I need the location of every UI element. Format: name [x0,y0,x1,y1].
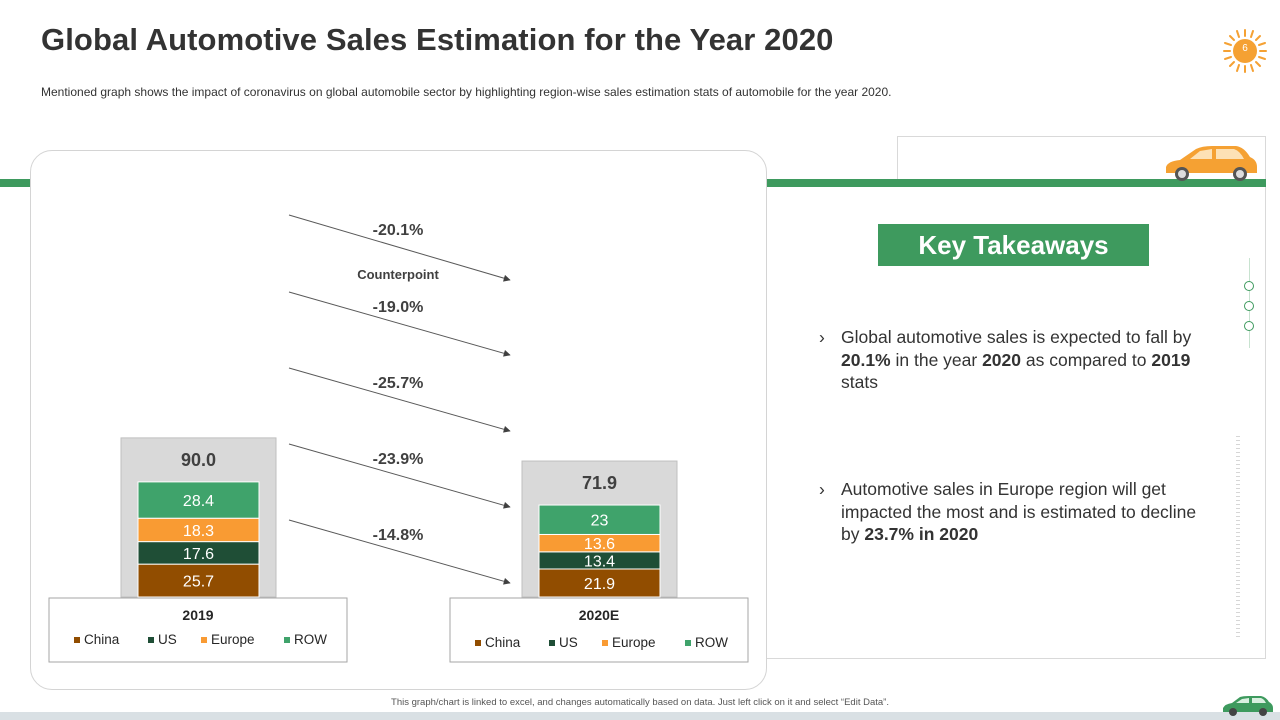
legend-label-china: China [485,635,521,650]
legend-swatch-us [148,637,154,643]
legend-swatch-europe [602,640,608,646]
footer-band [0,712,1280,720]
legend-swatch-europe [201,637,207,643]
legend-swatch-china [475,640,481,646]
change-label: -20.1% [373,222,424,239]
decorative-dot [1244,321,1254,331]
bar-value-label: 13.6 [584,536,615,553]
source-label: Counterpoint [357,267,439,282]
change-label: -25.7% [373,375,424,392]
sun-icon [1223,29,1267,73]
takeaway-text: Automotive sales in Europe region will g… [841,479,1197,544]
bar-value-label: 25.7 [183,574,214,591]
legend-box-2020E [449,597,749,663]
legend-label-row: ROW [695,635,728,650]
bar-value-label: 18.3 [183,523,214,540]
change-label: -14.8% [373,527,424,544]
page-number: 6 [1242,43,1248,54]
key-takeaways-header: Key Takeaways [878,224,1149,266]
legend-swatch-row [284,637,290,643]
takeaway-text: in the year [890,349,983,370]
change-arrow [288,214,511,282]
bar-value-label: 23 [591,513,609,530]
legend-label-europe: Europe [211,632,255,647]
takeaway-text-bold: 2019 [1151,349,1191,370]
footer-note: This graph/chart is linked to excel, and… [391,697,889,708]
legend-label-row: ROW [294,632,327,647]
legend-label-us: US [559,635,578,650]
bar-china-2020E [538,568,661,598]
takeaway-text: as compared to [1021,349,1152,370]
takeaway-item: › Automotive sales in Europe region will… [819,478,1199,546]
legend-label-europe: Europe [612,635,656,650]
footer-car-icon [1223,696,1273,716]
takeaway-text: Global automotive sales is expected to f… [841,327,1192,347]
total-label-2019: 90.0 [181,450,216,470]
takeaway-text-bold: 2020 [982,349,1022,370]
legend-label-china: China [84,632,120,647]
legend-label-us: US [158,632,177,647]
bar-row-2019 [137,481,260,519]
bar-value-label: 21.9 [584,576,615,593]
decorative-dot [1244,301,1254,311]
chevron-right-icon: › [819,479,825,499]
page-title: Global Automotive Sales Estimation for t… [41,22,834,57]
legend-swatch-china [74,637,80,643]
bar-value-label: 28.4 [183,493,214,510]
chevron-right-icon: › [819,327,825,347]
takeaway-item: › Global automotive sales is expected to… [819,326,1199,394]
bar-value-label: 17.6 [183,546,214,563]
total-label-2020E: 71.9 [582,473,617,493]
change-arrow [288,291,511,357]
category-label-2019: 2019 [182,607,213,623]
bar-value-label: 13.4 [584,553,615,570]
legend-box-2019 [48,597,348,663]
page-subtitle: Mentioned graph shows the impact of coro… [41,85,892,99]
change-label: -23.9% [373,451,424,468]
change-arrow [288,443,511,509]
change-arrow [288,367,511,433]
car-icon [1166,146,1257,181]
change-label: -19.0% [373,299,424,316]
bar-row-2020E [538,504,661,535]
category-label-2020E: 2020E [579,607,619,623]
takeaway-text-bold: 20.1% [841,349,891,370]
takeaway-text-bold: 23.7% in 2020 [864,524,979,544]
legend-swatch-us [549,640,555,646]
takeaway-text: stats [841,372,878,392]
decorative-dot [1244,281,1254,291]
change-arrow [288,519,511,585]
decorative-dotted-line [1236,436,1240,640]
legend-swatch-row [685,640,691,646]
